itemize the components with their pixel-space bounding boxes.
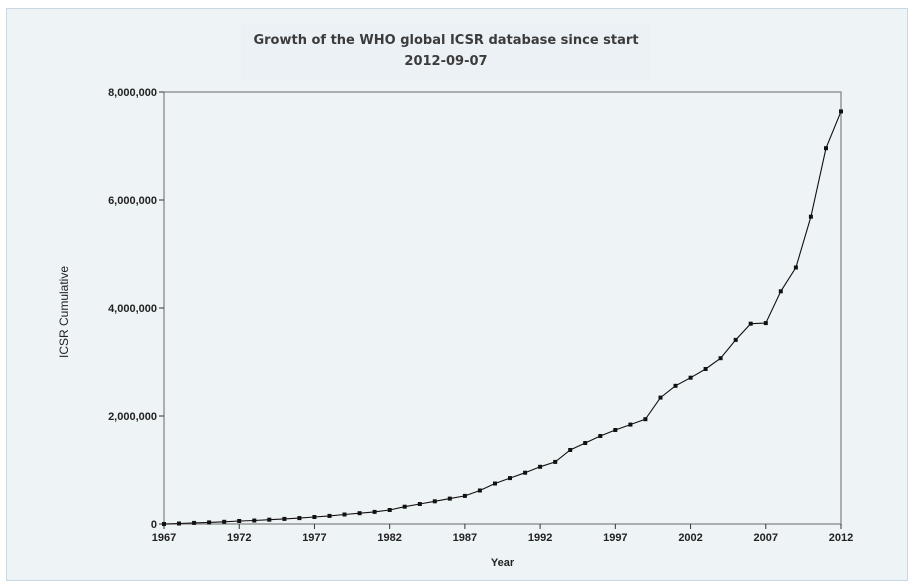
data-point xyxy=(357,511,362,516)
data-point xyxy=(162,522,166,526)
data-point xyxy=(252,518,257,523)
x-tick-label: 1967 xyxy=(152,532,176,544)
data-point xyxy=(824,146,828,151)
x-tick-label: 1982 xyxy=(377,532,401,544)
data-point xyxy=(778,289,783,294)
chart-title: Growth of the WHO global ICSR database s… xyxy=(253,33,639,48)
chart-axes xyxy=(163,91,842,525)
data-point xyxy=(733,337,738,342)
data-point xyxy=(628,422,633,427)
data-point xyxy=(372,509,377,514)
data-point xyxy=(192,520,197,525)
chart-figure: Growth of the WHO global ICSR database s… xyxy=(6,8,908,581)
data-point xyxy=(297,516,302,521)
data-point xyxy=(387,508,392,512)
data-point xyxy=(839,109,843,114)
data-point xyxy=(763,321,768,326)
data-point xyxy=(583,441,588,445)
data-point xyxy=(748,321,753,326)
y-tick-label: 0 xyxy=(151,519,157,531)
data-point xyxy=(598,434,603,438)
data-point xyxy=(237,519,242,523)
data-point xyxy=(402,504,407,509)
x-tick-label: 1977 xyxy=(302,532,326,544)
data-point xyxy=(177,521,181,526)
x-tick-label: 1987 xyxy=(453,532,477,544)
series-line xyxy=(163,111,842,525)
y-tick-label: 8,000,000 xyxy=(108,87,157,99)
data-point xyxy=(613,428,618,432)
data-point xyxy=(282,516,287,521)
x-tick-label: 1992 xyxy=(528,532,552,544)
data-point xyxy=(718,356,723,361)
data-point xyxy=(222,519,227,524)
x-tick-label: 1997 xyxy=(603,532,627,544)
chart-series xyxy=(162,109,843,526)
data-point xyxy=(462,493,467,498)
data-point xyxy=(312,515,317,519)
data-point xyxy=(447,496,452,501)
chart-ticks: 0 2,000,000 4,000,000 6,000,000 8,000,000 196… xyxy=(108,87,853,544)
data-point xyxy=(793,265,798,270)
data-point xyxy=(808,214,813,219)
data-point xyxy=(417,502,422,506)
data-point xyxy=(477,488,482,493)
data-point xyxy=(538,464,543,469)
data-point xyxy=(523,470,528,475)
data-point xyxy=(267,517,272,522)
x-tick-label: 2007 xyxy=(754,532,778,544)
plot-frame xyxy=(163,91,842,525)
data-point xyxy=(643,417,648,422)
data-point xyxy=(207,520,212,525)
data-point xyxy=(342,512,347,517)
x-tick-label: 1972 xyxy=(227,532,251,544)
data-point xyxy=(493,481,497,486)
x-tick-label: 2012 xyxy=(829,532,853,544)
data-point xyxy=(553,459,558,464)
data-point xyxy=(327,513,332,518)
data-point xyxy=(432,499,437,504)
x-axis-label: Year xyxy=(491,557,515,569)
chart-subtitle: 2012-09-07 xyxy=(404,54,488,69)
y-tick-label: 4,000,000 xyxy=(108,303,157,315)
data-point xyxy=(688,375,693,380)
chart-title-box: Growth of the WHO global ICSR database s… xyxy=(241,23,651,81)
y-axis-label: ICSR Cumulative xyxy=(57,266,71,358)
y-tick-label: 2,000,000 xyxy=(108,411,157,423)
y-tick-label: 6,000,000 xyxy=(108,195,157,207)
data-point xyxy=(508,476,512,481)
data-point xyxy=(658,395,663,400)
data-point xyxy=(703,367,708,371)
data-point xyxy=(673,383,678,388)
x-tick-label: 2002 xyxy=(678,532,702,544)
data-point xyxy=(568,448,573,452)
